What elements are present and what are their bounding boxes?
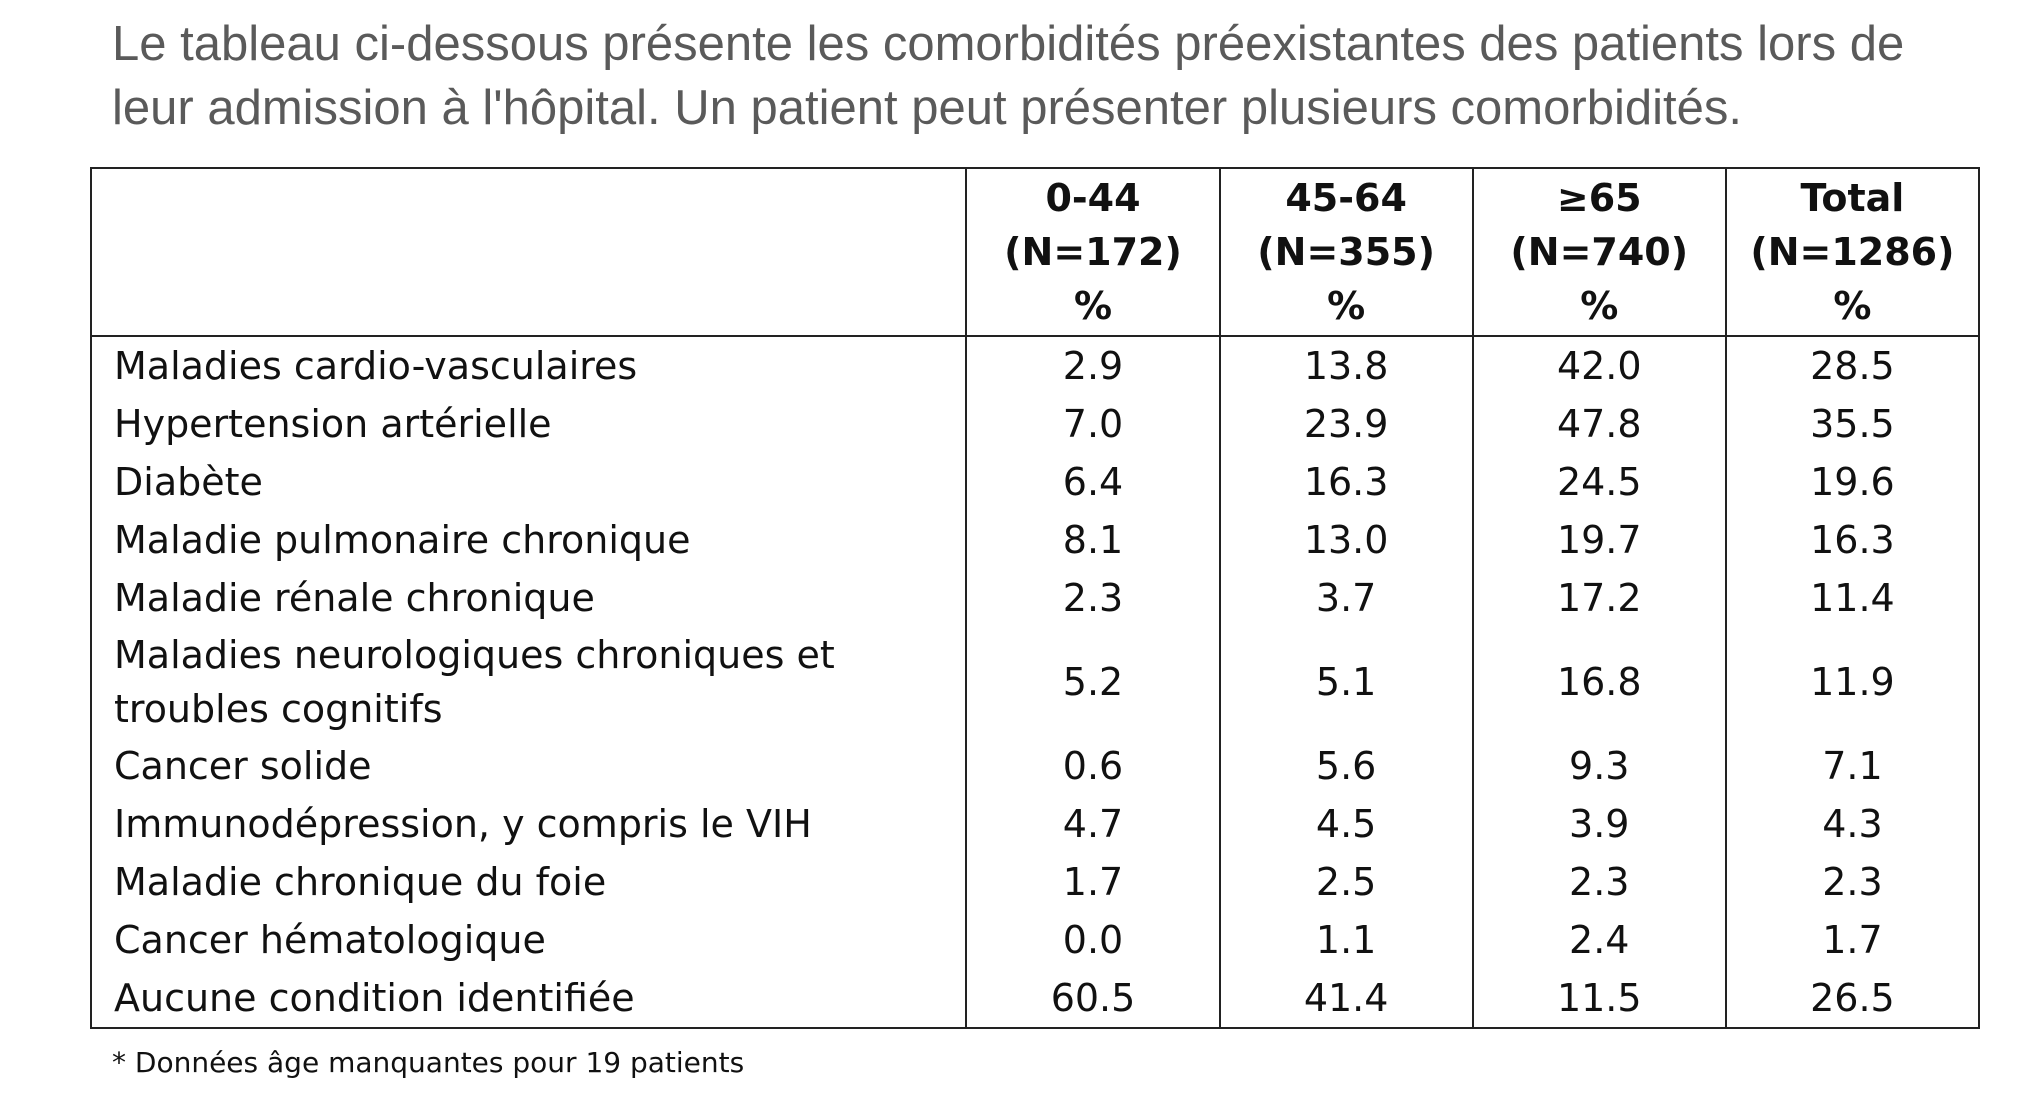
cell-value: 8.1 xyxy=(965,511,1220,569)
cell-value: 3.7 xyxy=(1218,569,1473,627)
table-row: Maladies neurologiques chroniques et tro… xyxy=(91,627,1979,737)
cell-value: 28.5 xyxy=(1724,336,1979,395)
cell-value: 17.2 xyxy=(1471,569,1726,627)
cell-value: 60.5 xyxy=(965,969,1220,1028)
header-cell-age-0-44: 0-44 (N=172) % xyxy=(965,168,1220,337)
cell-value: 47.8 xyxy=(1471,395,1726,453)
comorbidities-table-container: 0-44 (N=172) % 45-64 (N=355) % ≥65 (N=74… xyxy=(90,167,1980,1029)
row-label: Cancer solide xyxy=(114,744,372,788)
row-label: Maladie rénale chronique xyxy=(114,576,595,620)
cell-value: 1.1 xyxy=(1218,911,1473,969)
cell-value: 2.4 xyxy=(1471,911,1726,969)
header-range: Total xyxy=(1800,176,1905,220)
cell-value: 0.0 xyxy=(965,911,1220,969)
cell-value: 5.6 xyxy=(1218,737,1473,795)
cell-value: 2.9 xyxy=(965,336,1220,395)
cell-value: 2.3 xyxy=(1471,853,1726,911)
intro-paragraph: Le tableau ci-dessous présente les comor… xyxy=(112,17,1905,135)
header-range: ≥65 xyxy=(1556,176,1642,220)
cell-value: 26.5 xyxy=(1724,969,1979,1028)
table-row: Maladie pulmonaire chronique 8.1 13.0 19… xyxy=(91,511,1979,569)
table-row: Maladies cardio-vasculaires 2.9 13.8 42.… xyxy=(91,336,1979,395)
cell-value: 16.3 xyxy=(1724,511,1979,569)
header-unit: % xyxy=(1073,284,1113,328)
cell-value: 1.7 xyxy=(1724,911,1979,969)
row-label: Hypertension artérielle xyxy=(114,402,552,446)
header-cell-total: Total (N=1286) % xyxy=(1724,168,1979,337)
row-label: Cancer hématologique xyxy=(114,918,546,962)
cell-value: 6.4 xyxy=(965,453,1220,511)
row-label: Diabète xyxy=(114,460,263,504)
cell-value: 13.0 xyxy=(1218,511,1473,569)
header-blank-cell xyxy=(91,168,967,337)
header-count: (N=355) xyxy=(1257,230,1435,274)
row-label: Maladies neurologiques chroniques et tro… xyxy=(114,633,835,731)
header-cell-age-45-64: 45-64 (N=355) % xyxy=(1218,168,1473,337)
header-range: 0-44 xyxy=(1045,176,1141,220)
table-row: Aucune condition identifiée 60.5 41.4 11… xyxy=(91,969,1979,1028)
cell-value: 16.8 xyxy=(1471,627,1726,737)
header-count: (N=1286) xyxy=(1750,230,1955,274)
cell-value: 1.7 xyxy=(965,853,1220,911)
cell-value: 5.2 xyxy=(965,627,1220,737)
cell-value: 24.5 xyxy=(1471,453,1726,511)
cell-value: 41.4 xyxy=(1218,969,1473,1028)
cell-value: 4.7 xyxy=(965,795,1220,853)
table-row: Immunodépression, y compris le VIH 4.7 4… xyxy=(91,795,1979,853)
cell-value: 2.3 xyxy=(965,569,1220,627)
table-row: Cancer solide 0.6 5.6 9.3 7.1 xyxy=(91,737,1979,795)
header-unit: % xyxy=(1833,284,1872,328)
cell-value: 4.3 xyxy=(1724,795,1979,853)
row-label: Maladies cardio-vasculaires xyxy=(114,344,638,388)
cell-value: 23.9 xyxy=(1218,395,1473,453)
row-label: Maladie chronique du foie xyxy=(114,860,607,904)
cell-value: 42.0 xyxy=(1471,336,1726,395)
header-row: 0-44 (N=172) % 45-64 (N=355) % ≥65 (N=74… xyxy=(91,168,1979,337)
cell-value: 3.9 xyxy=(1471,795,1726,853)
footnote: * Données âge manquantes pour 19 patient… xyxy=(112,1046,745,1079)
cell-value: 0.6 xyxy=(965,737,1220,795)
header-cell-age-65-plus: ≥65 (N=740) % xyxy=(1471,168,1726,337)
cell-value: 5.1 xyxy=(1218,627,1473,737)
header-count: (N=172) xyxy=(1004,230,1182,274)
row-label: Maladie pulmonaire chronique xyxy=(114,518,691,562)
table-row: Cancer hématologique 0.0 1.1 2.4 1.7 xyxy=(91,911,1979,969)
cell-value: 7.1 xyxy=(1724,737,1979,795)
cell-value: 16.3 xyxy=(1218,453,1473,511)
cell-value: 11.5 xyxy=(1471,969,1726,1028)
row-label: Immunodépression, y compris le VIH xyxy=(114,802,812,846)
cell-value: 11.4 xyxy=(1724,569,1979,627)
table-row: Maladie chronique du foie 1.7 2.5 2.3 2.… xyxy=(91,853,1979,911)
cell-value: 19.7 xyxy=(1471,511,1726,569)
cell-value: 9.3 xyxy=(1471,737,1726,795)
header-range: 45-64 xyxy=(1285,176,1407,220)
comorbidities-table: 0-44 (N=172) % 45-64 (N=355) % ≥65 (N=74… xyxy=(90,167,1980,1029)
cell-value: 35.5 xyxy=(1724,395,1979,453)
cell-value: 7.0 xyxy=(965,395,1220,453)
table-row: Maladie rénale chronique 2.3 3.7 17.2 11… xyxy=(91,569,1979,627)
table-row: Diabète 6.4 16.3 24.5 19.6 xyxy=(91,453,1979,511)
header-unit: % xyxy=(1327,284,1366,328)
cell-value: 19.6 xyxy=(1724,453,1979,511)
cell-value: 2.5 xyxy=(1218,853,1473,911)
header-count: (N=740) xyxy=(1510,230,1689,274)
cell-value: 2.3 xyxy=(1724,853,1979,911)
cell-value: 13.8 xyxy=(1218,336,1473,395)
header-unit: % xyxy=(1580,284,1619,328)
cell-value: 4.5 xyxy=(1218,795,1473,853)
row-label: Aucune condition identifiée xyxy=(114,976,635,1020)
table-row: Hypertension artérielle 7.0 23.9 47.8 35… xyxy=(91,395,1979,453)
cell-value: 11.9 xyxy=(1724,627,1979,737)
